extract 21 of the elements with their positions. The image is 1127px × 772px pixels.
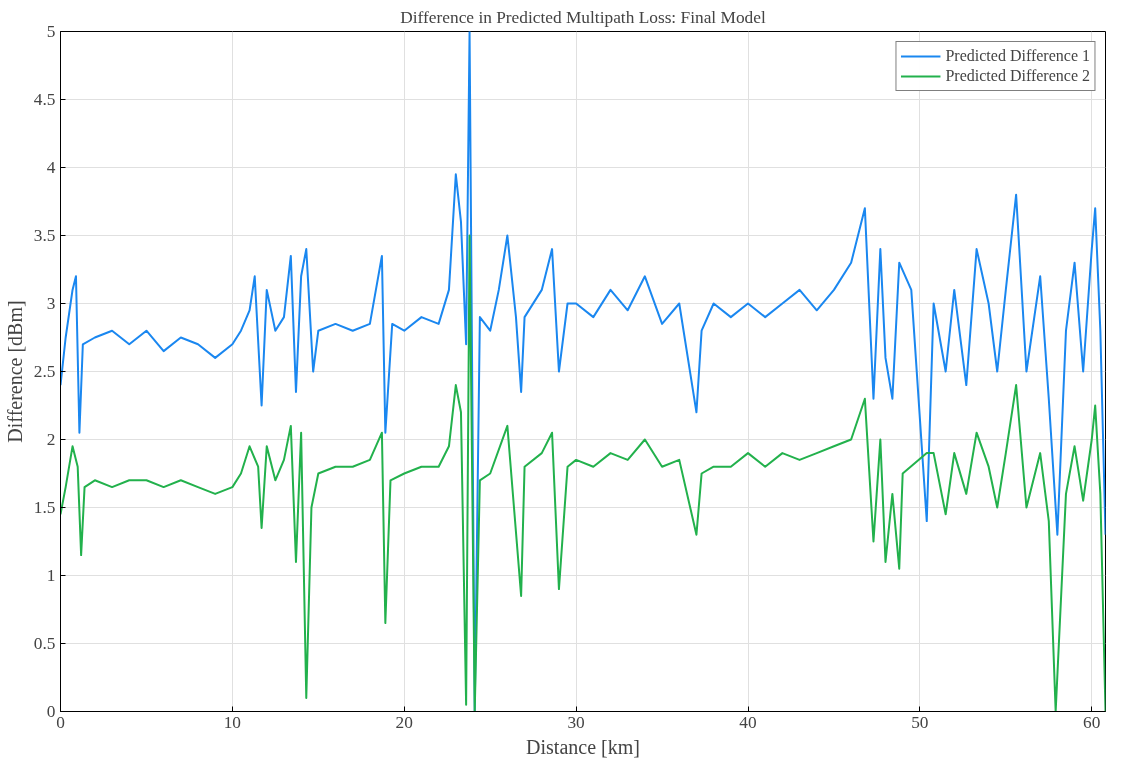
legend-label: Predicted Difference 2 [945, 67, 1090, 85]
x-axis-title: Distance [km] [526, 735, 640, 758]
x-tick-label: 20 [395, 712, 413, 732]
y-tick-label: 2 [46, 430, 56, 449]
x-tick-label: 50 [911, 712, 929, 732]
y-tick-label: 1.5 [33, 498, 56, 517]
x-tick-label: 60 [1083, 712, 1101, 732]
y-tick-label: 3 [46, 294, 56, 313]
y-tick-label: 4.5 [33, 90, 56, 109]
y-tick-label: 5 [46, 22, 56, 41]
x-tick-label: 10 [223, 712, 242, 732]
chart-title: Difference in Predicted Multipath Loss: Final Model [400, 7, 766, 27]
y-tick-label: 3.5 [33, 226, 56, 245]
y-tick-label: 1 [46, 566, 56, 585]
y-tick-label: 2.5 [33, 362, 56, 381]
y-tick-label: 4 [46, 158, 56, 177]
y-axis-title: Difference [dBm] [3, 300, 26, 443]
y-tick-label: 0.5 [33, 634, 56, 653]
legend-label: Predicted Difference 1 [945, 47, 1090, 65]
x-tick-label: 30 [567, 712, 585, 732]
x-tick-label: 40 [739, 712, 757, 732]
